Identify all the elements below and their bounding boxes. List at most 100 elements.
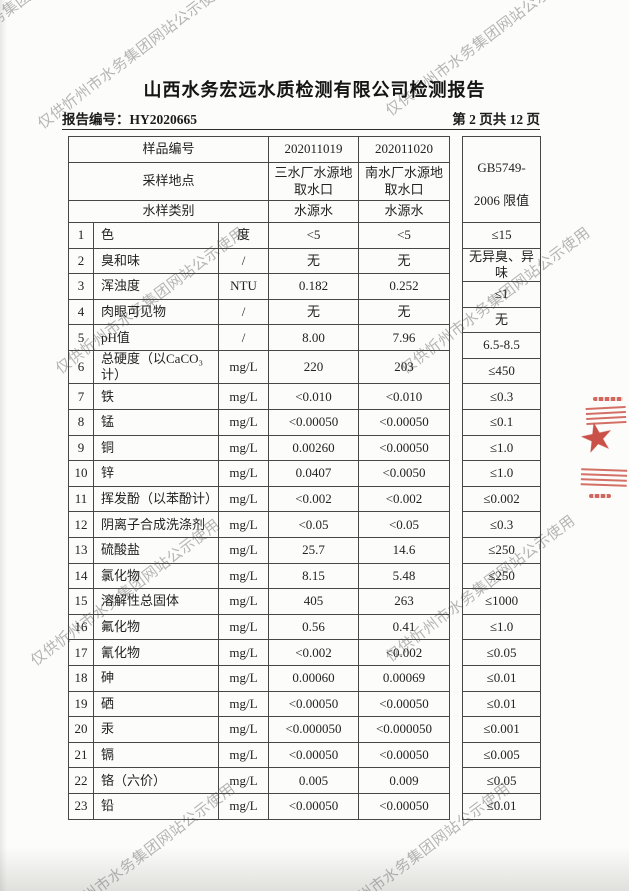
limit-row: ≤0.005 <box>462 741 542 769</box>
sample2-value: <0.0050 <box>358 460 451 487</box>
header-divider <box>62 129 540 130</box>
limit-value: ≤250 <box>462 562 542 590</box>
sample1-value: 220 <box>268 349 360 385</box>
limit-row: ≤15 <box>462 222 542 249</box>
row-number: 7 <box>68 383 94 411</box>
row-number: 3 <box>68 273 94 300</box>
limit-row: ≤250 <box>462 537 542 564</box>
row-number: 4 <box>68 298 94 326</box>
limit-value: ≤0.1 <box>462 409 542 436</box>
parameter-name: 氯化物 <box>93 562 219 590</box>
unit-cell: 度 <box>217 222 270 249</box>
parameter-name: 臭和味 <box>93 247 219 275</box>
row-number: 15 <box>68 588 94 615</box>
results-table-group: 样品编号 202011019 202011020 采样地点 三水厂水源地取水口 … <box>67 136 542 820</box>
unit-cell: mg/L <box>217 741 270 769</box>
limit-row: ≤0.3 <box>462 383 542 411</box>
seal-text-mark <box>580 465 628 487</box>
limit-standard-code: GB5749- <box>477 160 526 176</box>
limit-value: ≤250 <box>462 537 542 564</box>
parameter-name: 挥发酚（以苯酚计） <box>93 485 219 513</box>
page-title: 山西水务宏远水质检测有限公司检测报告 <box>143 80 486 100</box>
sample1-value: 25.7 <box>268 537 360 564</box>
limit-value: ≤0.01 <box>462 690 542 718</box>
parameter-name: 浑浊度 <box>93 273 219 300</box>
sample1-value: <0.002 <box>268 639 360 666</box>
sample2-value: <0.00050 <box>358 409 451 436</box>
parameter-name: 镉 <box>93 741 219 769</box>
parameter-name: 硒 <box>93 690 219 718</box>
sample2-value: 14.6 <box>358 537 451 564</box>
seal-star-icon: ★ <box>574 411 620 465</box>
unit-cell: / <box>217 298 270 326</box>
sample1-value: 0.182 <box>268 273 360 300</box>
row-number: 22 <box>68 767 94 794</box>
sample2-value: 0.252 <box>358 273 451 300</box>
watermark-text: 仅供忻州市水务集团网站公示使用 <box>382 0 579 120</box>
limit-row: ≤0.05 <box>462 639 542 666</box>
limit-value: ≤1.0 <box>462 434 542 462</box>
unit-cell: mg/L <box>217 460 270 487</box>
parameter-name: 阴离子合成洗涤剂 <box>93 511 219 539</box>
limit-row: 无异臭、异味 <box>462 247 542 283</box>
table-row: 2 臭和味 / 无 无 <box>68 247 451 275</box>
row-number: 21 <box>68 741 94 769</box>
unit-cell: mg/L <box>217 562 270 590</box>
sample1-value: <0.002 <box>268 485 360 513</box>
header-row-sampling-site: 采样地点 三水厂水源地取水口 南水厂水源地取水口 <box>67 162 451 201</box>
limit-value: ≤0.3 <box>462 383 542 411</box>
sample2-value: 203 <box>358 349 451 385</box>
header-label: 采样地点 <box>67 162 270 201</box>
unit-cell: / <box>217 247 270 275</box>
limit-table-body: GB5749- 2006 限值 ≤15 无异臭、异味 ≤1 无 6.5-8.5 … <box>462 136 542 820</box>
limit-value: ≤0.002 <box>462 485 542 513</box>
limit-row: ≤0.01 <box>462 792 542 820</box>
limit-value: ≤0.05 <box>462 767 542 794</box>
limit-row: ≤0.3 <box>462 511 542 539</box>
header-label: 样品编号 <box>67 136 270 163</box>
table-row: 21 镉 mg/L <0.00050 <0.00050 <box>68 741 451 769</box>
sample1-value: 0.0407 <box>268 460 360 487</box>
limit-value: 无 <box>462 306 542 334</box>
limit-row: ≤1000 <box>462 588 542 615</box>
sample2-value: <5 <box>358 222 451 249</box>
sample1-type: 水源水 <box>268 200 360 223</box>
unit-cell: NTU <box>217 273 270 300</box>
parameter-name: 总硬度（以CaCO₃计） <box>93 349 219 385</box>
parameter-name: 溶解性总固体 <box>93 588 219 615</box>
unit-cell: mg/L <box>217 485 270 513</box>
row-number: 5 <box>68 324 94 351</box>
scan-edge-left <box>0 0 7 891</box>
limit-value: ≤0.01 <box>462 792 542 820</box>
parameter-name: 锰 <box>93 409 219 436</box>
table-row: 20 汞 mg/L <0.000050 <0.000050 <box>68 716 451 743</box>
parameter-name: 铜 <box>93 434 219 462</box>
table-row: 22 铬（六价） mg/L 0.005 0.009 <box>68 767 451 794</box>
table-row: 10 锌 mg/L 0.0407 <0.0050 <box>68 460 451 487</box>
table-row: 16 氟化物 mg/L 0.56 0.41 <box>68 613 451 641</box>
sample2-value: 5.48 <box>358 562 451 590</box>
row-number: 11 <box>68 485 94 513</box>
sample1-value: 8.15 <box>268 562 360 590</box>
seal-text-mark <box>585 404 627 426</box>
unit-cell: mg/L <box>217 434 270 462</box>
limit-row: ≤450 <box>462 357 542 385</box>
header-row-sample-id: 样品编号 202011019 202011020 <box>67 136 451 163</box>
limit-value: ≤1 <box>462 281 542 308</box>
report-number: 报告编号：HY2020665 <box>62 108 197 128</box>
row-number: 18 <box>68 665 94 692</box>
limit-value: ≤1.0 <box>462 613 542 641</box>
report-meta-row: 报告编号：HY2020665 第 2 页共 12 页 <box>62 108 540 128</box>
table-row: 11 挥发酚（以苯酚计） mg/L <0.002 <0.002 <box>68 485 451 513</box>
limit-value: ≤0.005 <box>462 741 542 769</box>
table-row: 12 阴离子合成洗涤剂 mg/L <0.05 <0.05 <box>68 511 451 539</box>
sample2-value: 0.009 <box>358 767 451 794</box>
limit-value: 无异臭、异味 <box>462 247 542 283</box>
unit-cell: / <box>217 324 270 351</box>
limit-row: 6.5-8.5 <box>462 332 542 359</box>
parameter-name: 铬（六价） <box>93 767 219 794</box>
report-number-label: 报告编号： <box>62 112 130 127</box>
row-number: 20 <box>68 716 94 743</box>
sample2-value: 0.00069 <box>358 665 451 692</box>
sample1-value: 0.005 <box>268 767 360 794</box>
